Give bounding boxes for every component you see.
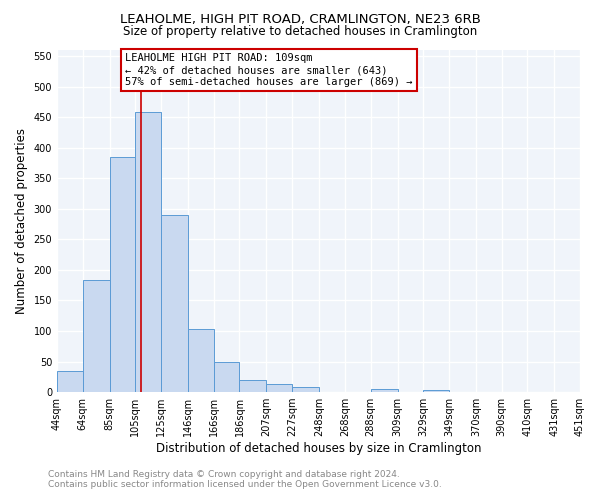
Bar xyxy=(110,157,136,392)
Bar xyxy=(83,280,110,392)
Bar xyxy=(57,370,83,392)
Bar xyxy=(188,328,214,392)
Bar xyxy=(239,380,266,392)
Text: LEAHOLME HIGH PIT ROAD: 109sqm
← 42% of detached houses are smaller (643)
57% of: LEAHOLME HIGH PIT ROAD: 109sqm ← 42% of … xyxy=(125,54,413,86)
Bar xyxy=(292,387,319,392)
Bar xyxy=(423,390,449,392)
Bar xyxy=(371,389,398,392)
Text: Size of property relative to detached houses in Cramlington: Size of property relative to detached ho… xyxy=(123,25,477,38)
Bar xyxy=(136,112,161,392)
Bar xyxy=(266,384,292,392)
Bar xyxy=(214,362,239,392)
X-axis label: Distribution of detached houses by size in Cramlington: Distribution of detached houses by size … xyxy=(156,442,481,455)
Y-axis label: Number of detached properties: Number of detached properties xyxy=(15,128,28,314)
Bar xyxy=(161,215,188,392)
Text: LEAHOLME, HIGH PIT ROAD, CRAMLINGTON, NE23 6RB: LEAHOLME, HIGH PIT ROAD, CRAMLINGTON, NE… xyxy=(119,12,481,26)
Text: Contains HM Land Registry data © Crown copyright and database right 2024.
Contai: Contains HM Land Registry data © Crown c… xyxy=(48,470,442,489)
